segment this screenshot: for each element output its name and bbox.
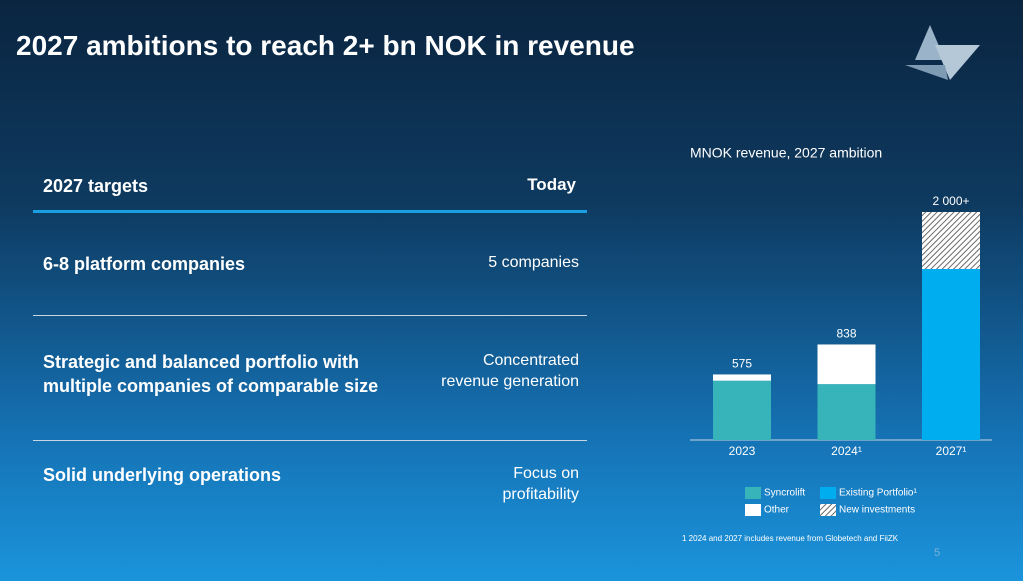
table-header: Today: [527, 175, 576, 194]
legend-label: Existing Portfolio¹: [839, 488, 917, 499]
logo: [905, 25, 980, 80]
bar-segment: [817, 384, 876, 440]
footnote: 1 2024 and 2027 includes revenue from Gl…: [682, 534, 899, 543]
bar-segment: [922, 212, 980, 269]
chart-title: MNOK revenue, 2027 ambition: [690, 145, 882, 161]
legend-swatch: [820, 487, 836, 499]
bar-segment: [922, 269, 980, 440]
row-rule: [33, 440, 587, 441]
bar-segment: [713, 380, 771, 440]
slide-title: 2027 ambitions to reach 2+ bn NOK in rev…: [16, 30, 635, 61]
table-header: 2027 targets: [43, 176, 149, 196]
total-label: 838: [836, 327, 856, 341]
target: 6-8 platform companies: [43, 254, 246, 274]
row-rule: [33, 315, 587, 316]
today: 5 companies: [488, 254, 579, 271]
legend-swatch: [745, 487, 761, 499]
today: Focus on profitability: [502, 465, 579, 503]
legend-swatch: [745, 504, 761, 516]
target: Strategic and balanced portfolio with mu…: [43, 352, 379, 396]
legend-label: Syncrolift: [764, 488, 805, 499]
target: Solid underlying operations: [43, 465, 282, 485]
today: Concentrated revenue generation: [441, 352, 579, 390]
legend-label: New investments: [839, 505, 915, 516]
legend-swatch: [820, 504, 836, 516]
x-tick-label: 2027¹: [936, 444, 967, 458]
bar-segment: [817, 344, 876, 385]
legend-label: Other: [764, 505, 790, 516]
page-number: 5: [934, 547, 941, 559]
total-label: 575: [732, 357, 752, 371]
x-tick-label: 2023: [729, 444, 756, 458]
x-tick-label: 2024¹: [831, 444, 862, 458]
bar-segment: [713, 374, 771, 381]
total-label: 2 000+: [932, 194, 969, 208]
header-rule: [33, 210, 587, 213]
